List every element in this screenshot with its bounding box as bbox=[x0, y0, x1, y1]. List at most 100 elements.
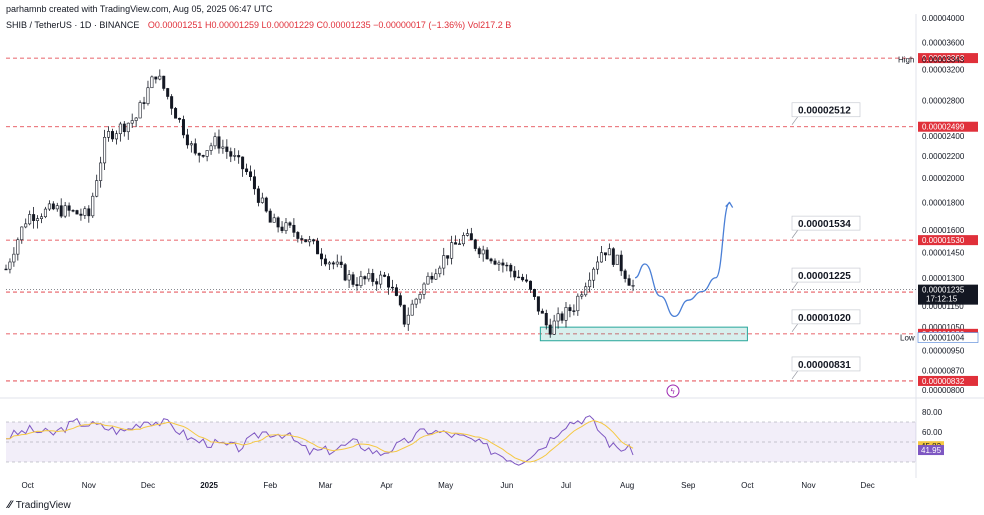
candle-body bbox=[331, 262, 335, 265]
callout-box bbox=[791, 102, 861, 118]
candle-body bbox=[623, 270, 627, 279]
candle-body bbox=[430, 275, 434, 280]
callout-text: 0.00001225 bbox=[798, 271, 851, 282]
candle-body bbox=[351, 274, 355, 285]
low-tag bbox=[917, 332, 979, 343]
candle-body bbox=[181, 119, 185, 136]
price-tick-label: 0.00001300 bbox=[922, 274, 965, 283]
candle-body bbox=[434, 273, 438, 280]
rsi-tick-label: 60.00 bbox=[922, 428, 943, 437]
tradingview-footer: ⁄⁄ TradingView bbox=[8, 499, 71, 511]
candle-body bbox=[418, 294, 422, 300]
time-axis: Oct Nov Dec 2025 Feb Mar Apr May Jun Jul Aug Sep Oct… bbox=[21, 481, 874, 490]
price-tick-label: 0.00001450 bbox=[922, 249, 965, 258]
projection-path bbox=[634, 201, 731, 318]
callout-box bbox=[791, 215, 861, 231]
candle-body bbox=[454, 242, 458, 245]
candle-body bbox=[241, 156, 245, 170]
candle-body bbox=[552, 320, 556, 335]
time-tick-label: Apr bbox=[380, 481, 393, 490]
candle-body bbox=[32, 214, 36, 221]
high-value: 0.00003343 bbox=[922, 55, 965, 64]
candle-body bbox=[363, 276, 367, 280]
price-tick-label: 0.00004000 bbox=[922, 14, 965, 23]
callout-text: 0.00002512 bbox=[798, 106, 851, 117]
candle-body bbox=[256, 188, 260, 203]
callout-box bbox=[791, 267, 861, 283]
candle-body bbox=[95, 180, 99, 197]
candle-body bbox=[383, 274, 387, 277]
candle-body bbox=[592, 268, 596, 281]
candle-body bbox=[406, 314, 410, 325]
candle-body bbox=[371, 273, 375, 282]
tradingview-logo-icon: ⁄⁄ bbox=[8, 499, 12, 511]
symbol-name[interactable]: SHIB / TetherUS · 1D · BINANCE bbox=[6, 20, 140, 30]
candle-body bbox=[209, 145, 213, 151]
candle-body bbox=[292, 224, 296, 233]
time-tick-label: Nov bbox=[82, 481, 96, 490]
candle-body bbox=[596, 261, 600, 270]
candle-body bbox=[513, 270, 517, 278]
candle-body bbox=[174, 108, 178, 119]
candle-body bbox=[154, 76, 158, 80]
price-tick-label: 0.00002400 bbox=[922, 132, 965, 141]
candle-body bbox=[114, 133, 118, 140]
countdown: 17:12:15 bbox=[926, 295, 958, 304]
time-tick-label: Feb bbox=[263, 481, 277, 490]
price-tick-label: 0.00001050 bbox=[922, 323, 965, 332]
time-tick-label: Aug bbox=[620, 481, 634, 490]
candle-body bbox=[485, 249, 489, 260]
candle-body bbox=[170, 96, 174, 109]
price-tick-label: 0.00000950 bbox=[922, 346, 965, 355]
time-tick-label: Jul bbox=[561, 481, 571, 490]
rsi-tick-label: 80.00 bbox=[922, 408, 943, 417]
price-pane: 0.00004000 0.00003600 0.00003200 0.00002800… bbox=[0, 14, 984, 478]
candle-body bbox=[450, 242, 454, 259]
candle-body bbox=[414, 298, 418, 305]
candle-body bbox=[528, 280, 532, 290]
level-tag-text: 0.00000832 bbox=[922, 377, 965, 386]
callout-box bbox=[791, 356, 861, 372]
price-tick-label: 0.00002800 bbox=[922, 96, 965, 105]
level-tag bbox=[918, 235, 978, 246]
candle-body bbox=[99, 162, 103, 181]
candle-body bbox=[130, 120, 134, 124]
candle-body bbox=[442, 255, 446, 269]
candle-body bbox=[91, 195, 95, 217]
candle-body bbox=[197, 152, 201, 156]
candle-body bbox=[237, 155, 241, 158]
candle-body bbox=[142, 102, 146, 104]
candle-body bbox=[138, 102, 142, 119]
candle-body bbox=[568, 307, 572, 312]
candle-body bbox=[525, 279, 529, 282]
callout-text: 0.00001020 bbox=[798, 313, 851, 324]
candle-body bbox=[213, 136, 217, 147]
candle-body bbox=[611, 248, 615, 265]
candle-body bbox=[446, 255, 450, 259]
last-price-tag bbox=[918, 284, 978, 305]
candle-body bbox=[631, 285, 635, 287]
time-tick-label: May bbox=[438, 481, 453, 490]
candle-body bbox=[627, 278, 631, 286]
candle-body bbox=[422, 283, 426, 295]
candle-body bbox=[288, 222, 292, 226]
time-tick-label: Dec bbox=[861, 481, 875, 490]
candle-body bbox=[532, 289, 536, 297]
ohlc-values: O0.00001251 H0.00001259 L0.00001229 C0.0… bbox=[147, 20, 512, 30]
candle-body bbox=[67, 205, 71, 211]
candle-body bbox=[43, 208, 47, 218]
candle-body bbox=[75, 210, 79, 215]
candle-body bbox=[150, 76, 154, 89]
symbol-line: SHIB / TetherUS · 1D · BINANCE O0.000012… bbox=[6, 20, 511, 30]
candle-body bbox=[146, 87, 150, 104]
candle-body bbox=[162, 75, 166, 89]
footer-brand[interactable]: TradingView bbox=[15, 499, 71, 511]
candle-body bbox=[572, 310, 576, 312]
lightning-glyph: ϟ bbox=[670, 387, 675, 396]
rsi-value: 41.95 bbox=[921, 446, 942, 455]
projection-arrowhead bbox=[725, 201, 734, 208]
candle-body bbox=[477, 248, 481, 255]
candle-body bbox=[580, 294, 584, 297]
time-tick-label: 2025 bbox=[200, 481, 218, 490]
